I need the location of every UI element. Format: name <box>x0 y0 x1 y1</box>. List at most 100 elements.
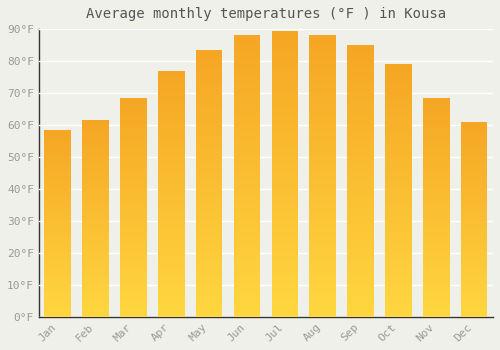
Bar <box>310 244 336 246</box>
Bar <box>461 137 487 139</box>
Bar <box>82 309 109 311</box>
Bar <box>234 244 260 246</box>
Bar <box>196 156 222 159</box>
Bar <box>234 66 260 69</box>
Bar <box>158 258 184 260</box>
Bar <box>44 167 71 169</box>
Bar <box>310 140 336 142</box>
Bar <box>310 136 336 140</box>
Bar <box>120 273 146 275</box>
Bar <box>158 88 184 90</box>
Bar <box>348 257 374 260</box>
Bar <box>234 232 260 235</box>
Bar <box>348 154 374 156</box>
Bar <box>120 172 146 174</box>
Bar <box>82 287 109 289</box>
Bar <box>423 122 450 124</box>
Bar <box>423 286 450 288</box>
Bar <box>423 218 450 220</box>
Bar <box>82 134 109 136</box>
Bar <box>310 38 336 41</box>
Bar <box>120 113 146 115</box>
Bar <box>120 120 146 122</box>
Bar <box>120 290 146 293</box>
Bar <box>348 235 374 238</box>
Bar <box>120 201 146 203</box>
Bar <box>272 219 298 222</box>
Bar <box>385 274 411 276</box>
Bar <box>461 299 487 301</box>
Bar <box>234 145 260 148</box>
Bar <box>82 270 109 272</box>
Bar <box>310 289 336 292</box>
Bar <box>385 266 411 269</box>
Bar <box>310 55 336 58</box>
Bar <box>310 297 336 300</box>
Bar <box>158 103 184 105</box>
Bar <box>423 310 450 313</box>
Bar <box>82 305 109 307</box>
Bar <box>196 220 222 223</box>
Bar <box>44 283 71 285</box>
Bar <box>196 303 222 306</box>
Bar <box>348 116 374 118</box>
Bar <box>310 269 336 272</box>
Bar <box>461 217 487 219</box>
Bar <box>423 146 450 148</box>
Bar <box>44 315 71 317</box>
Bar <box>272 54 298 56</box>
Bar <box>310 218 336 221</box>
Bar <box>385 231 411 233</box>
Bar <box>44 227 71 229</box>
Bar <box>82 230 109 232</box>
Bar <box>310 232 336 235</box>
Bar <box>82 146 109 148</box>
Bar <box>82 273 109 275</box>
Bar <box>234 289 260 292</box>
Bar <box>120 98 146 100</box>
Bar <box>310 131 336 134</box>
Bar <box>423 159 450 161</box>
Bar <box>385 254 411 256</box>
Bar <box>158 184 184 186</box>
Bar <box>272 242 298 245</box>
Bar <box>234 210 260 213</box>
Bar <box>196 261 222 264</box>
Bar <box>348 118 374 121</box>
Bar <box>82 122 109 124</box>
Bar <box>272 257 298 260</box>
Bar <box>348 186 374 189</box>
Bar <box>44 156 71 158</box>
Bar <box>423 100 450 102</box>
Bar <box>234 80 260 83</box>
Bar <box>196 82 222 85</box>
Bar <box>82 169 109 171</box>
Bar <box>348 107 374 110</box>
Bar <box>234 294 260 297</box>
Bar <box>120 126 146 128</box>
Bar <box>348 227 374 230</box>
Bar <box>310 263 336 266</box>
Bar <box>158 137 184 140</box>
Bar <box>196 162 222 164</box>
Bar <box>348 89 374 91</box>
Bar <box>82 224 109 226</box>
Bar <box>385 125 411 127</box>
Bar <box>234 117 260 120</box>
Bar <box>44 251 71 253</box>
Bar <box>158 265 184 267</box>
Bar <box>44 250 71 251</box>
Bar <box>385 69 411 72</box>
Bar <box>461 178 487 180</box>
Bar <box>82 220 109 222</box>
Bar <box>272 211 298 214</box>
Bar <box>461 186 487 188</box>
Bar <box>196 50 222 52</box>
Bar <box>310 58 336 61</box>
Bar <box>461 151 487 153</box>
Bar <box>234 58 260 61</box>
Bar <box>423 275 450 278</box>
Bar <box>158 120 184 122</box>
Bar <box>310 303 336 306</box>
Bar <box>82 211 109 212</box>
